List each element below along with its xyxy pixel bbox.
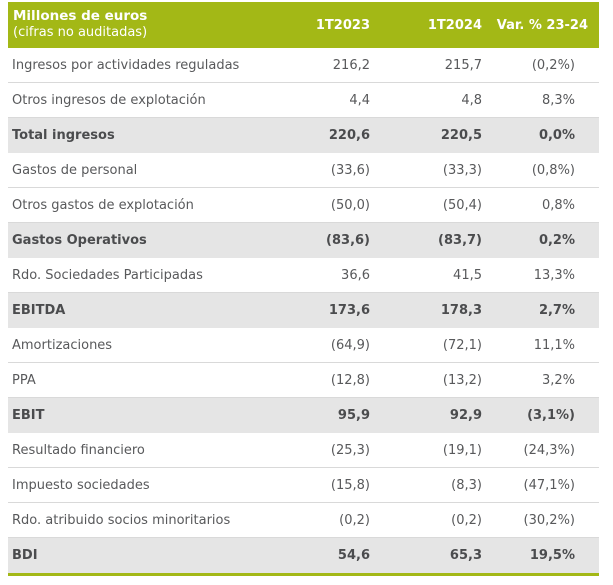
- table-row: Rdo. Sociedades Participadas 36,6 41,5 1…: [8, 258, 599, 293]
- table-row: Gastos Operativos (83,6) (83,7) 0,2%: [8, 223, 599, 258]
- row-label: Otros ingresos de explotación: [12, 92, 206, 108]
- column-header-1t2024: 1T2024: [427, 17, 482, 33]
- row-label: Gastos de personal: [12, 162, 138, 178]
- row-value-1t2023: (15,8): [330, 477, 370, 493]
- table-title: Millones de euros: [13, 7, 148, 24]
- table-row: EBITDA 173,6 178,3 2,7%: [8, 293, 599, 328]
- row-value-var-pct: 0,8%: [541, 197, 575, 213]
- row-value-1t2024: 220,5: [440, 128, 482, 143]
- row-value-var-pct: 2,7%: [538, 303, 575, 318]
- row-value-1t2024: 65,3: [449, 548, 482, 563]
- bottom-accent-line: [8, 573, 599, 576]
- row-value-1t2023: (64,9): [330, 337, 370, 353]
- row-value-1t2023: (33,6): [330, 162, 370, 178]
- table-row: Resultado financiero (25,3) (19,1) (24,3…: [8, 433, 599, 468]
- row-value-1t2024: 4,8: [461, 92, 482, 108]
- row-value-1t2023: (83,6): [326, 233, 370, 248]
- table-title-block: Millones de euros (cifras no auditadas): [8, 8, 258, 42]
- table-row: Impuesto sociedades (15,8) (8,3) (47,1%): [8, 468, 599, 503]
- row-value-1t2024: (50,4): [442, 197, 482, 213]
- row-label: Resultado financiero: [12, 442, 145, 458]
- table-row: Amortizaciones (64,9) (72,1) 11,1%: [8, 328, 599, 363]
- row-label: EBIT: [12, 408, 45, 423]
- table-row: EBIT 95,9 92,9 (3,1%): [8, 398, 599, 433]
- row-value-1t2024: 215,7: [444, 57, 482, 73]
- row-label: Impuesto sociedades: [12, 477, 150, 493]
- row-value-1t2024: 178,3: [440, 303, 482, 318]
- table-body: Ingresos por actividades reguladas 216,2…: [8, 48, 599, 573]
- table-row: BDI 54,6 65,3 19,5%: [8, 538, 599, 573]
- row-value-1t2023: (25,3): [330, 442, 370, 458]
- row-value-var-pct: 3,2%: [541, 372, 575, 388]
- row-value-var-pct: 19,5%: [529, 548, 575, 563]
- table-row: PPA (12,8) (13,2) 3,2%: [8, 363, 599, 398]
- row-label: Rdo. atribuido socios minoritarios: [12, 512, 231, 528]
- row-value-var-pct: 13,3%: [533, 267, 575, 283]
- table-header: Millones de euros (cifras no auditadas) …: [8, 2, 599, 48]
- row-label: Otros gastos de explotación: [12, 197, 194, 213]
- table-row: Total ingresos 220,6 220,5 0,0%: [8, 118, 599, 153]
- row-value-1t2023: (0,2): [339, 512, 370, 528]
- row-value-var-pct: (24,3%): [523, 442, 575, 458]
- table-row: Gastos de personal (33,6) (33,3) (0,8%): [8, 153, 599, 188]
- row-value-1t2023: 173,6: [328, 303, 370, 318]
- row-label: Total ingresos: [12, 128, 115, 143]
- row-value-var-pct: (0,8%): [531, 162, 575, 178]
- row-value-1t2023: 95,9: [337, 408, 370, 423]
- row-value-var-pct: (47,1%): [523, 477, 575, 493]
- table-row: Otros gastos de explotación (50,0) (50,4…: [8, 188, 599, 223]
- row-value-1t2024: (83,7): [438, 233, 482, 248]
- row-label: PPA: [12, 372, 36, 388]
- table-row: Rdo. atribuido socios minoritarios (0,2)…: [8, 503, 599, 538]
- row-value-1t2023: 216,2: [332, 57, 370, 73]
- row-value-var-pct: 0,2%: [538, 233, 575, 248]
- row-label: Ingresos por actividades reguladas: [12, 57, 240, 73]
- table-subtitle: (cifras no auditadas): [13, 25, 148, 41]
- row-value-1t2024: (33,3): [442, 162, 482, 178]
- row-value-1t2023: 220,6: [328, 128, 370, 143]
- row-label: Rdo. Sociedades Participadas: [12, 267, 203, 283]
- row-value-1t2023: 4,4: [349, 92, 370, 108]
- row-value-1t2024: (13,2): [442, 372, 482, 388]
- row-value-1t2023: (12,8): [330, 372, 370, 388]
- column-header-var-pct: Var. % 23-24: [496, 17, 588, 33]
- row-value-1t2024: (8,3): [451, 477, 482, 493]
- row-label: Gastos Operativos: [12, 233, 147, 248]
- row-label: Amortizaciones: [12, 337, 113, 353]
- table-row: Otros ingresos de explotación 4,4 4,8 8,…: [8, 83, 599, 118]
- row-value-var-pct: 11,1%: [533, 337, 575, 353]
- row-value-var-pct: (0,2%): [531, 57, 575, 73]
- row-value-1t2024: (72,1): [442, 337, 482, 353]
- row-value-1t2023: 36,6: [341, 267, 370, 283]
- row-value-1t2024: 92,9: [449, 408, 482, 423]
- row-value-var-pct: 0,0%: [538, 128, 575, 143]
- row-value-var-pct: (3,1%): [527, 408, 575, 423]
- row-value-1t2024: (0,2): [451, 512, 482, 528]
- column-header-1t2023: 1T2023: [315, 17, 370, 33]
- row-value-var-pct: (30,2%): [523, 512, 575, 528]
- row-value-1t2024: (19,1): [442, 442, 482, 458]
- row-label: BDI: [12, 548, 38, 563]
- row-label: EBITDA: [12, 303, 66, 318]
- row-value-1t2023: 54,6: [337, 548, 370, 563]
- row-value-1t2024: 41,5: [453, 267, 482, 283]
- row-value-1t2023: (50,0): [330, 197, 370, 213]
- financial-results-table: Millones de euros (cifras no auditadas) …: [8, 2, 599, 576]
- table-row: Ingresos por actividades reguladas 216,2…: [8, 48, 599, 83]
- row-value-var-pct: 8,3%: [541, 92, 575, 108]
